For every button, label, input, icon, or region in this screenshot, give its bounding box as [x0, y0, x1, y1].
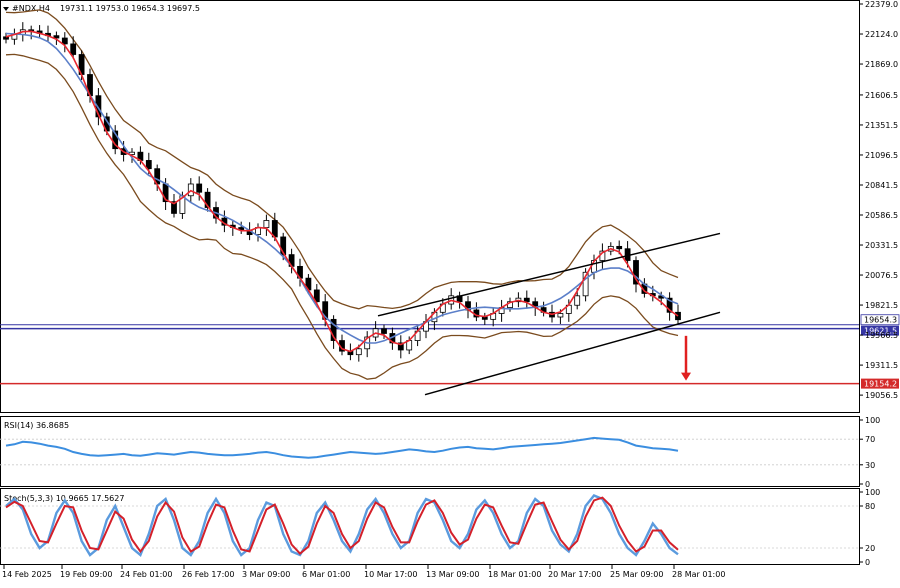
- ma-slow-line: [5, 32, 679, 344]
- x-tick-label: 28 Mar 01:00: [672, 570, 725, 579]
- candle-body: [204, 191, 211, 208]
- candle-body: [574, 295, 581, 306]
- candle-body: [355, 348, 362, 356]
- candle-body: [381, 328, 387, 334]
- rsi-tick-label: 0: [865, 480, 870, 489]
- x-tick-label: 3 Mar 09:00: [242, 570, 290, 579]
- x-tick-label: 6 Mar 01:00: [302, 570, 350, 579]
- candle-body: [616, 245, 623, 250]
- candle-body: [3, 36, 9, 40]
- main-plot: 19654.3 19621.5 19154.2: [0, 9, 900, 396]
- x-tick-label: 10 Mar 17:00: [364, 570, 417, 579]
- x-axis: 14 Feb 2025 19 Feb 09:00 24 Feb 01:00 26 Fe…: [2, 565, 725, 579]
- x-tick-label: 20 Mar 17:00: [548, 570, 601, 579]
- rsi-y-axis: 100 70 30 0: [859, 416, 880, 489]
- price-tag-label: 19621.5: [864, 327, 897, 336]
- rsi-panel-frame: [0, 416, 860, 487]
- stoch-label: Stoch(5,3,3) 10.9665 17.5627: [4, 494, 124, 503]
- candle-body: [70, 43, 77, 55]
- y-tick-label: 20076.5: [865, 271, 898, 280]
- y-tick-label: 20586.5: [865, 211, 898, 220]
- stoch-y-axis: 100 80 20 0: [859, 488, 880, 567]
- rsi-tick-label: 30: [865, 461, 875, 470]
- channel-upper-line: [377, 232, 721, 317]
- x-tick-label: 14 Feb 2025: [2, 570, 52, 579]
- x-tick-label: 25 Mar 09:00: [610, 570, 663, 579]
- y-tick-label: 19566.5: [865, 331, 898, 340]
- price-tag: [861, 378, 899, 389]
- candle-body: [196, 183, 203, 193]
- price-tag: [861, 325, 899, 336]
- y-tick-label: 20841.5: [865, 181, 898, 190]
- candle-body: [313, 289, 320, 303]
- candle-body: [397, 342, 404, 351]
- stoch-tick-label: 80: [865, 502, 875, 511]
- candle-body: [666, 297, 673, 313]
- main-y-axis: 22379.0 22124.0 21869.0 21606.5 21351.5 21096…: [859, 0, 898, 400]
- symbol-label: #NDX,H4: [12, 4, 50, 13]
- main-panel-frame: [0, 0, 860, 413]
- x-tick-label: 13 Mar 09:00: [426, 570, 479, 579]
- y-tick-label: 22124.0: [865, 30, 898, 39]
- price-tag: [860, 314, 900, 326]
- candle-body: [523, 297, 530, 303]
- bollinger-upper: [5, 9, 679, 310]
- stoch-signal-line: [5, 496, 679, 555]
- y-tick-label: 21606.5: [865, 91, 898, 100]
- candle-body: [263, 220, 270, 228]
- y-tick-label: 21351.5: [865, 121, 898, 130]
- rsi-plot: [0, 436, 859, 466]
- candle-body: [53, 35, 60, 39]
- candle-body: [145, 160, 152, 170]
- y-tick-label: 19821.5: [865, 301, 898, 310]
- stoch-main-line: [5, 494, 679, 557]
- candle-body: [330, 318, 337, 341]
- x-tick-label: 18 Mar 01:00: [488, 570, 541, 579]
- candle-body: [582, 271, 589, 297]
- channel-lower-line: [424, 311, 721, 396]
- stoch-panel-frame: [0, 488, 860, 565]
- candle-body: [95, 95, 102, 118]
- candle-body: [171, 201, 177, 214]
- bollinger-lower: [5, 53, 679, 380]
- y-tick-label: 21869.0: [865, 60, 898, 69]
- candle-body: [280, 236, 287, 256]
- down-arrow-icon: [681, 372, 691, 381]
- y-tick-label: 19311.5: [865, 361, 898, 370]
- x-tick-label: 26 Feb 17:00: [182, 570, 234, 579]
- rsi-label: RSI(14) 36.8685: [4, 421, 69, 430]
- y-tick-label: 19056.5: [865, 391, 898, 400]
- y-tick-label: 20331.5: [865, 241, 898, 250]
- stoch-tick-label: 100: [865, 488, 880, 497]
- stoch-tick-label: 20: [865, 544, 875, 553]
- price-tag-label: 19154.2: [864, 380, 897, 389]
- y-tick-label: 21096.5: [865, 151, 898, 160]
- y-tick-label: 22379.0: [865, 0, 898, 9]
- ohlc-label: 19731.1 19753.0 19654.3 19697.5: [60, 4, 200, 13]
- dropdown-triangle-icon[interactable]: [3, 7, 9, 11]
- rsi-tick-label: 100: [865, 416, 880, 425]
- candle-body: [633, 260, 639, 285]
- rsi-tick-label: 70: [865, 435, 875, 444]
- x-tick-label: 19 Feb 09:00: [60, 570, 112, 579]
- stoch-plot: [0, 494, 859, 557]
- ma-fast-line: [5, 30, 679, 353]
- stoch-tick-label: 0: [865, 558, 870, 567]
- candle-body: [61, 37, 68, 45]
- candle-body: [675, 311, 681, 321]
- price-tag-label: 19654.3: [864, 316, 897, 325]
- rsi-line: [5, 436, 679, 459]
- candle-body: [557, 313, 564, 318]
- x-tick-label: 24 Feb 01:00: [120, 570, 172, 579]
